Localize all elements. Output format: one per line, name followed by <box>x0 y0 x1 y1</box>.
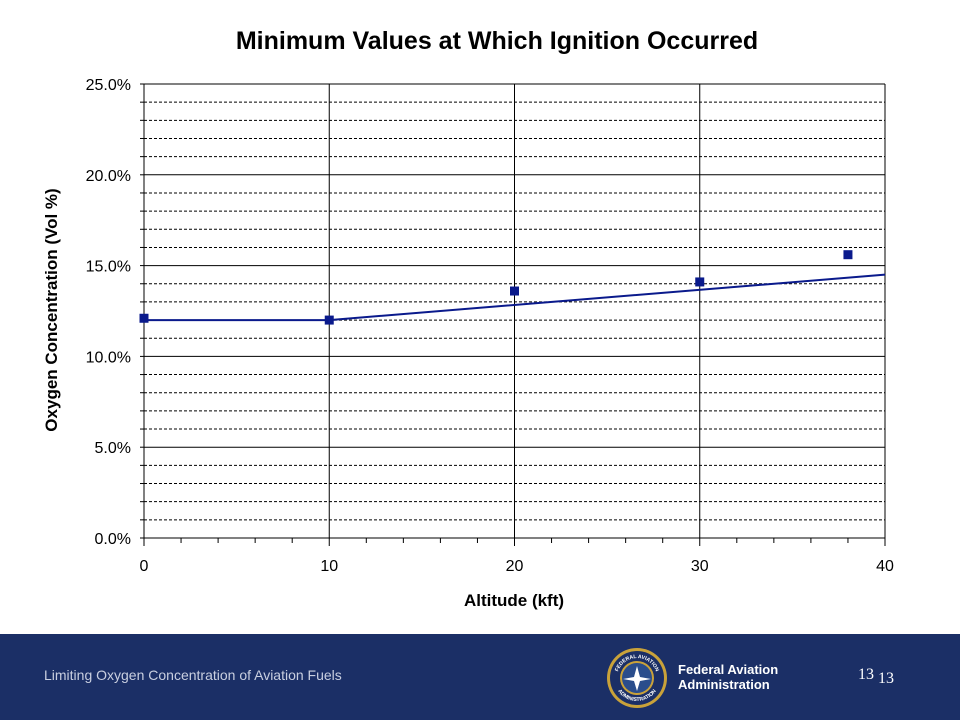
presentation-title: Limiting Oxygen Concentration of Aviatio… <box>44 667 342 683</box>
y-tick-label: 10.0% <box>86 349 131 366</box>
x-tick-label: 0 <box>140 558 149 575</box>
agency-name-line1: Federal Aviation <box>678 662 779 677</box>
y-tick-label: 5.0% <box>95 440 131 457</box>
faa-seal-logo: FEDERAL AVIATION ADMINISTRATION <box>607 648 667 708</box>
page-number-duplicate: 13 <box>878 670 894 687</box>
data-point <box>843 250 853 260</box>
y-tick-label: 0.0% <box>95 531 131 548</box>
page-number: 13 <box>858 666 874 683</box>
data-point <box>324 315 334 325</box>
y-tick-label: 25.0% <box>86 77 131 94</box>
y-tick-label: 15.0% <box>86 259 131 276</box>
footer-bar: Limiting Oxygen Concentration of Aviatio… <box>0 634 960 720</box>
data-point <box>139 313 149 323</box>
y-axis-label: Oxygen Concentration (Vol %) <box>42 188 61 431</box>
plot-area: 0.0% 5.0% 10.0% 15.0% 20.0% 25.0% 0 10 20 30 40 <box>86 77 894 575</box>
y-tick-label: 20.0% <box>86 168 131 185</box>
x-tick-label: 30 <box>691 558 709 575</box>
agency-name: Federal Aviation Administration <box>678 662 778 692</box>
agency-name-line2: Administration <box>678 677 770 692</box>
data-point <box>695 277 705 287</box>
x-tick-label: 40 <box>876 558 894 575</box>
x-tick-label: 20 <box>506 558 524 575</box>
x-tick-label: 10 <box>320 558 338 575</box>
chart-title: Minimum Values at Which Ignition Occurre… <box>235 27 759 55</box>
data-point <box>510 286 519 296</box>
x-axis-label: Altitude (kft) <box>464 591 564 610</box>
chart: 0.0% 5.0% 10.0% 15.0% 20.0% 25.0% 0 10 20 30 40 Al… <box>42 77 894 610</box>
